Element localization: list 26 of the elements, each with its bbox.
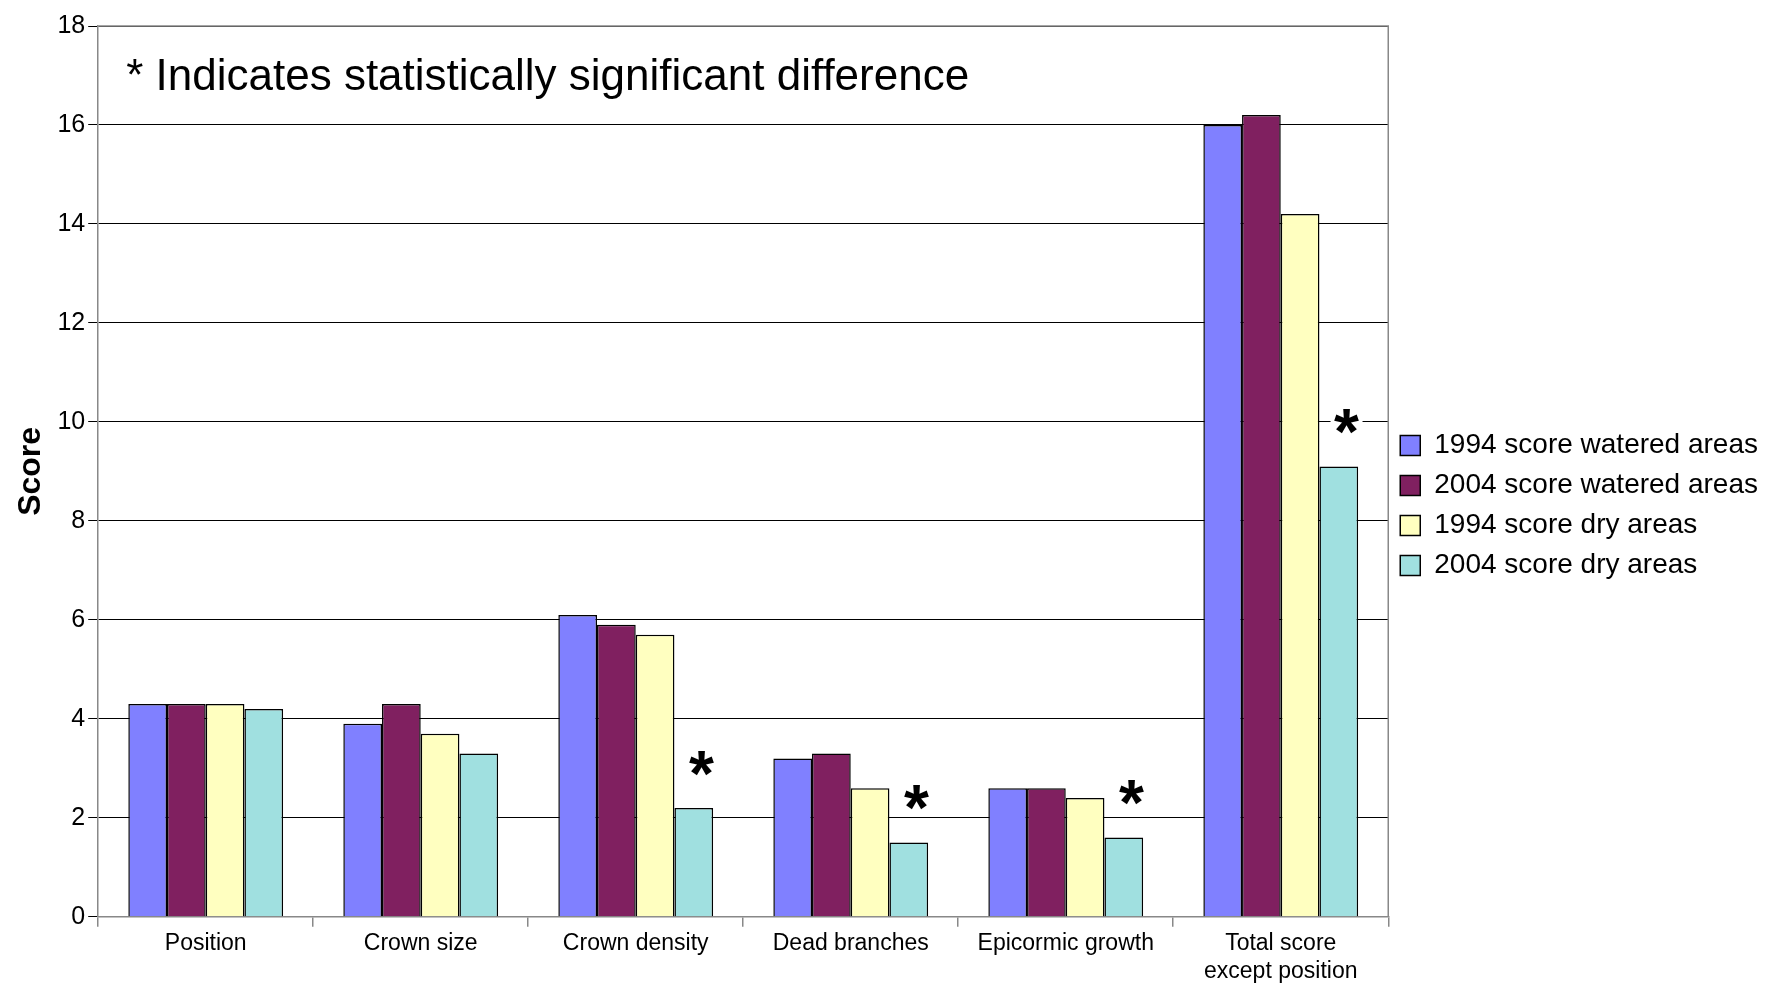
annotation: * [689, 737, 715, 810]
x-tick-label: Dead branches [772, 928, 929, 955]
y-tick-label: 16 [57, 108, 86, 137]
annotation: * [904, 772, 930, 845]
y-tick-label: 8 [71, 504, 86, 533]
x-tick-label: Crown size [363, 928, 478, 955]
x-tick-label: Crown density [562, 928, 710, 955]
legend-label: 2004 score watered areas [1434, 468, 1758, 500]
legend-label: 1994 score dry areas [1434, 508, 1698, 540]
y-tick-label: 6 [71, 603, 86, 632]
annotation: * Indicates statistically significant difference [126, 50, 970, 100]
y-tick-label: 10 [57, 405, 86, 434]
y-tick-label: 12 [57, 306, 86, 335]
y-tick-label: 0 [71, 900, 86, 929]
annotation: * [1119, 767, 1145, 840]
x-tick-label: Epicormic growth [977, 928, 1154, 955]
x-tick-label: Position [164, 928, 247, 955]
y-tick-label: 2 [71, 801, 86, 830]
y-tick-label: 4 [71, 702, 86, 731]
legend-label: 2004 score dry areas [1434, 548, 1698, 580]
x-tick-label: Total score except position [1204, 928, 1358, 983]
y-tick-label: 18 [57, 9, 86, 38]
y-tick-label: 14 [57, 207, 86, 236]
y-axis-title: Score [11, 426, 48, 516]
annotation: * [1334, 396, 1360, 469]
legend-label: 1994 score watered areas [1434, 428, 1758, 460]
